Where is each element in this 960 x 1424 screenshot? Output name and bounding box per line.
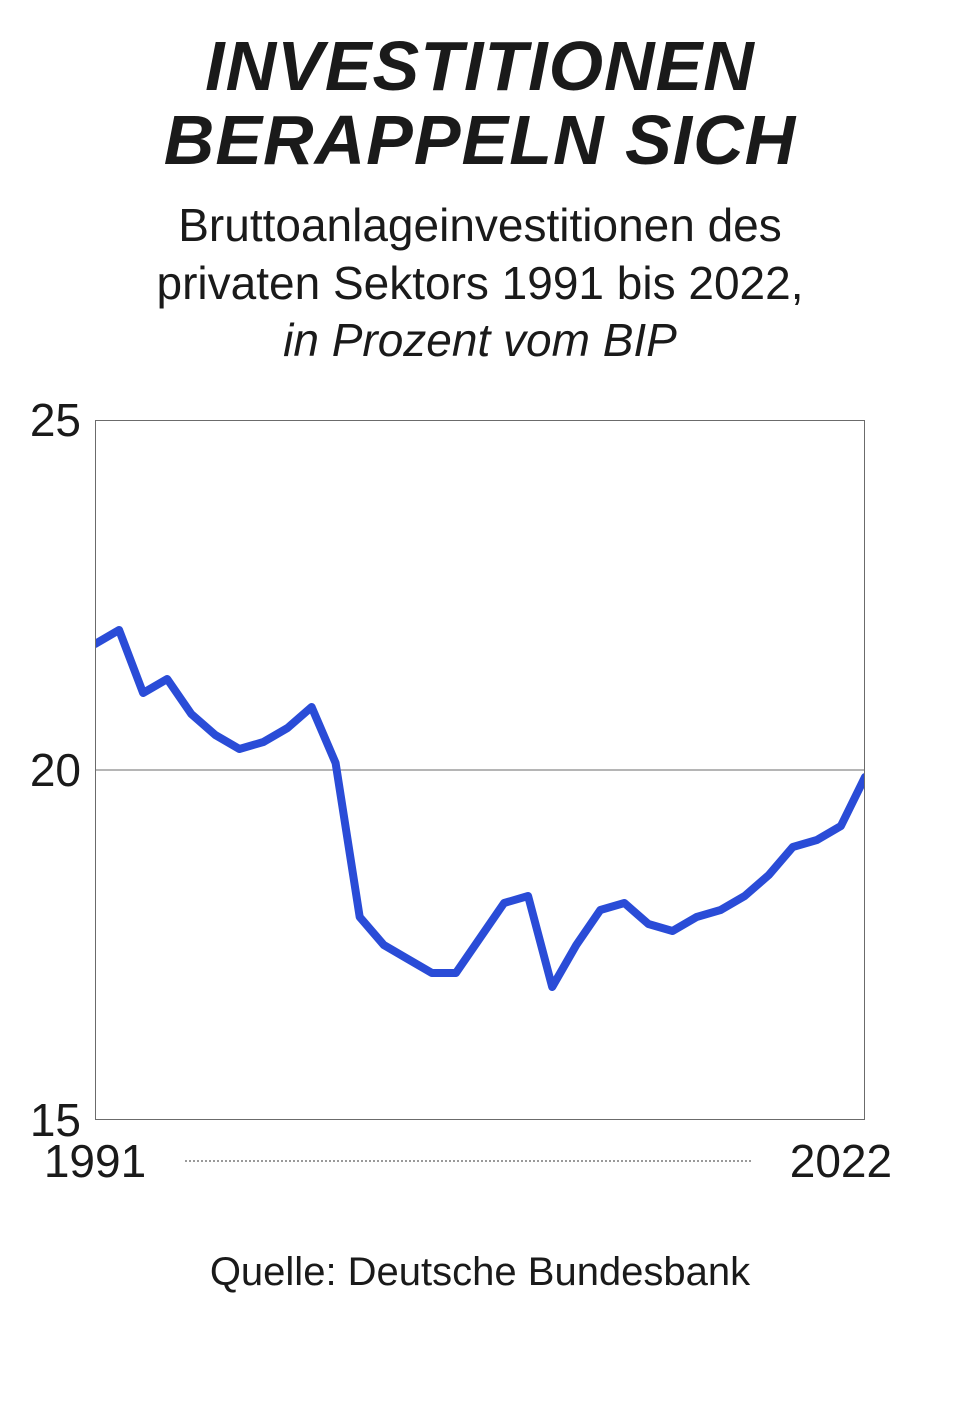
chart-subtitle-line3: in Prozent vom BIP	[283, 314, 677, 366]
y-tick-label: 20	[30, 743, 81, 797]
chart-title-line2: BERAPPELN SICH	[164, 101, 796, 179]
chart-title: INVESTITIONEN BERAPPELN SICH	[40, 30, 920, 177]
x-axis-range-line	[185, 1160, 751, 1162]
x-tick-label: 2022	[790, 1134, 892, 1188]
chart-title-line1: INVESTITIONEN	[205, 27, 755, 105]
chart-source: Quelle: Deutsche Bundesbank	[40, 1250, 920, 1295]
chart-subtitle-line2: privaten Sektors 1991 bis 2022,	[157, 257, 804, 309]
chart-subtitle-line1: Bruttoanlageinvestitionen des	[178, 199, 782, 251]
y-tick-label: 25	[30, 393, 81, 447]
line-chart-svg	[95, 420, 865, 1120]
chart-area: 15202519912022	[95, 420, 865, 1120]
chart-subtitle: Bruttoanlageinvestitionen des privaten S…	[40, 197, 920, 370]
x-tick-label: 1991	[44, 1134, 146, 1188]
